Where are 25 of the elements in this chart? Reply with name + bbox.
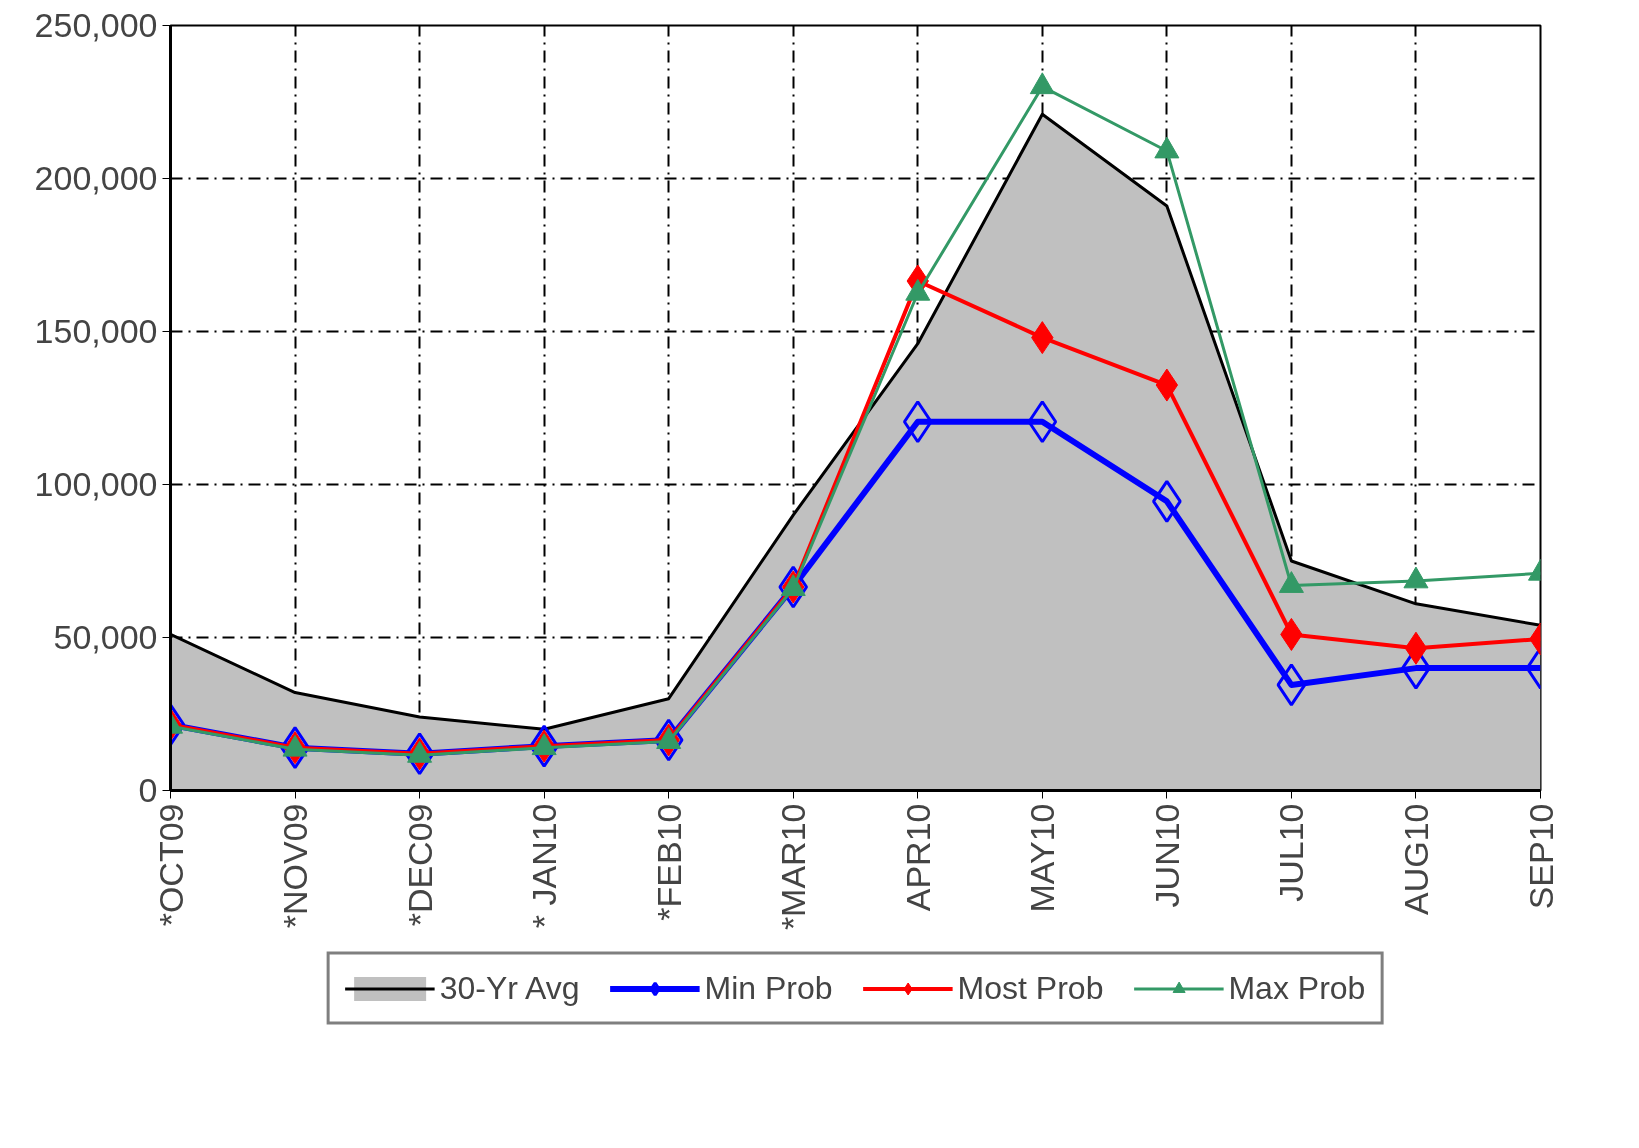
x-tick-label: APR10	[898, 803, 937, 912]
y-tick-label: 150,000	[34, 312, 158, 350]
x-tick-label: AUG10	[1396, 803, 1435, 915]
x-tick-label: *DEC09	[400, 803, 439, 927]
x-tick-label: SEP10	[1521, 803, 1560, 910]
legend-label: Max Prob	[1228, 969, 1366, 1007]
x-tick-label: * JAN10	[525, 803, 564, 929]
point	[902, 400, 933, 444]
point	[1404, 631, 1428, 665]
legend-label: Most Prob	[957, 969, 1104, 1007]
y-tick-label: 200,000	[34, 159, 158, 197]
y-tick-label: 250,000	[34, 6, 158, 44]
x-tick-label: MAY10	[1023, 803, 1062, 913]
x-tick-label: JUL10	[1272, 803, 1311, 902]
point	[1027, 400, 1058, 444]
legend-label: 30-Yr Avg	[439, 969, 580, 1007]
legend-label: Min Prob	[704, 969, 833, 1007]
y-tick-label: 50,000	[53, 618, 158, 656]
x-tick-label: *NOV09	[276, 803, 315, 929]
point	[1155, 368, 1179, 402]
y-tick-label: 100,000	[34, 465, 158, 503]
x-tick-label: *MAR10	[774, 803, 813, 931]
point	[1276, 663, 1307, 707]
x-tick-label: JUN10	[1147, 803, 1186, 908]
x-tick-label: *FEB10	[649, 803, 688, 921]
